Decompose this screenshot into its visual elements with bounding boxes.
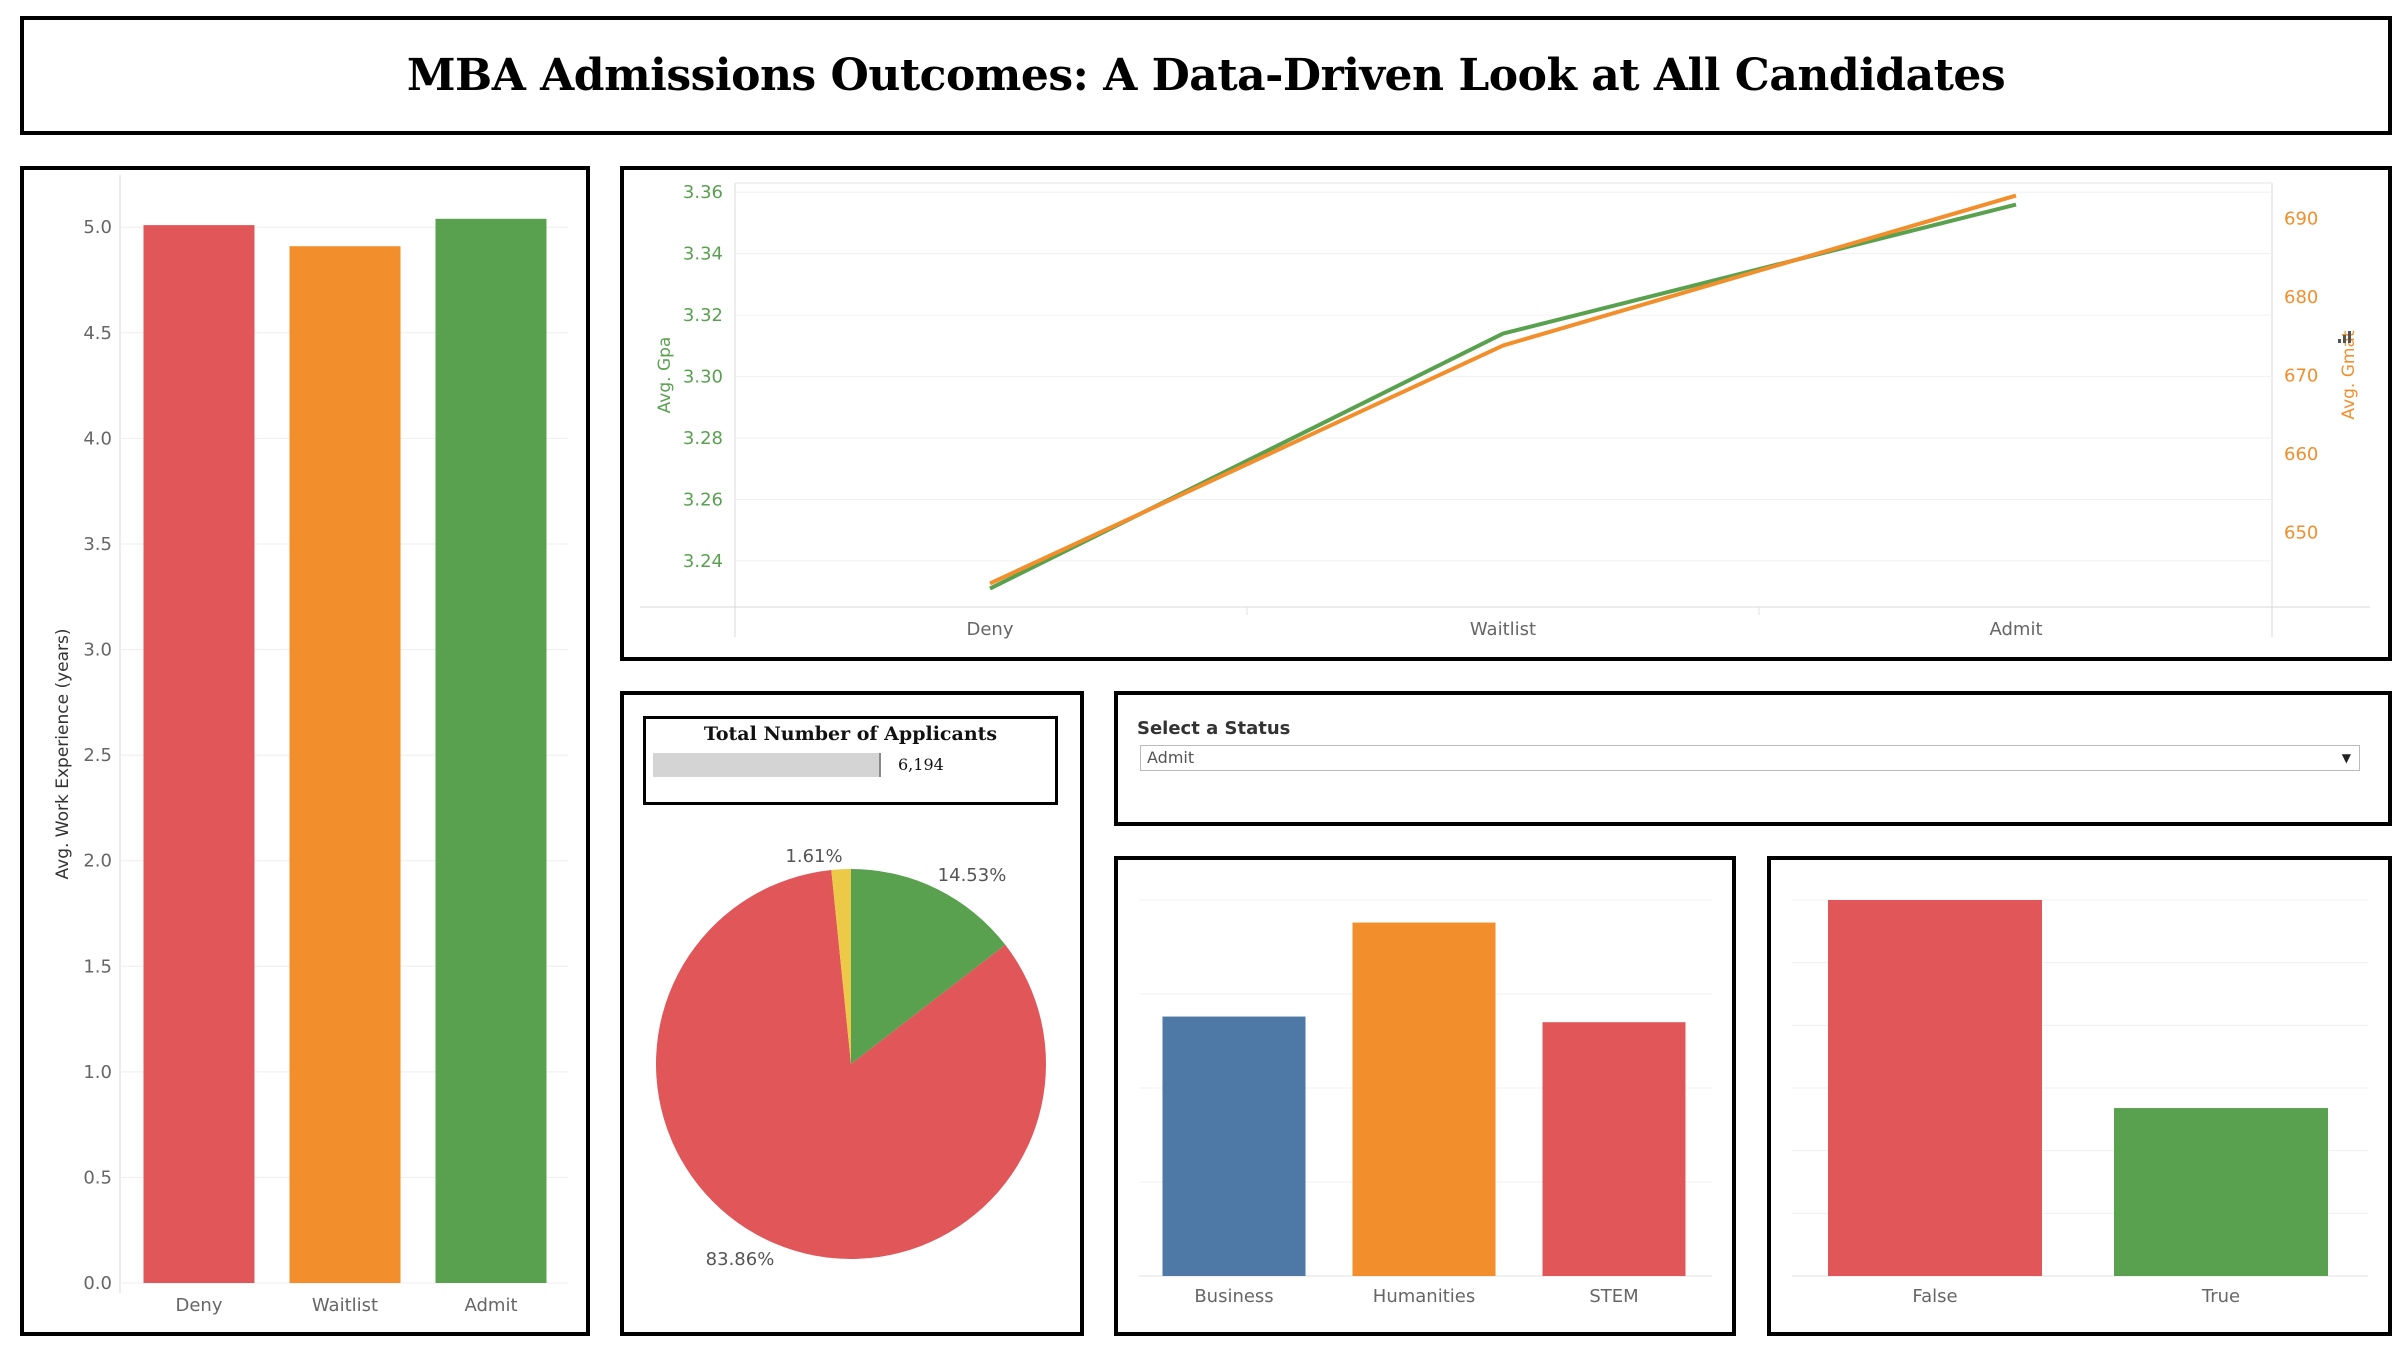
- y-tick-label: 0.0: [83, 1273, 112, 1294]
- line-gpa: [989, 202, 2017, 591]
- right-tick-label: 660: [2284, 444, 2318, 465]
- status-filter-value: Admit: [1147, 748, 1195, 767]
- x-tick-label: Waitlist: [312, 1295, 378, 1316]
- y-tick-label: 0.5: [83, 1167, 112, 1188]
- bar-stem: [1542, 1022, 1686, 1276]
- x-tick-label: STEM: [1589, 1286, 1638, 1307]
- y-tick-label: 1.5: [83, 956, 112, 977]
- pie-label: 14.53%: [938, 865, 1007, 886]
- left-tick-label: 3.30: [683, 367, 723, 388]
- line-gmat: [989, 193, 2017, 586]
- left-tick-label: 3.32: [683, 305, 723, 326]
- right-axis-title: Avg. Gmat: [2339, 330, 2359, 419]
- x-tick-label: Waitlist: [1470, 619, 1536, 640]
- left-tick-label: 3.36: [683, 182, 723, 203]
- kpi-value: 6,194: [898, 755, 944, 774]
- bar-admit: [435, 218, 547, 1283]
- total-applicants-kpi: Total Number of Applicants 6,194: [643, 716, 1058, 805]
- x-tick-label: Admit: [464, 1295, 517, 1316]
- y-tick-label: 3.5: [83, 534, 112, 555]
- left-tick-label: 3.24: [683, 551, 723, 572]
- right-tick-label: 670: [2284, 365, 2318, 386]
- left-tick-label: 3.28: [683, 428, 723, 449]
- bar-false: [1828, 900, 2042, 1276]
- title-panel: MBA Admissions Outcomes: A Data-Driven L…: [20, 16, 2392, 135]
- y-tick-label: 2.0: [83, 851, 112, 872]
- x-tick-label: True: [2201, 1286, 2240, 1307]
- sort-icon-bar: [2348, 331, 2351, 343]
- status-filter-dropdown[interactable]: Admit ▼: [1140, 745, 2360, 771]
- y-tick-label: 4.0: [83, 428, 112, 449]
- x-tick-label: Business: [1194, 1286, 1273, 1307]
- y-axis-title: Avg. Work Experience (years): [53, 629, 73, 880]
- left-tick-label: 3.26: [683, 489, 723, 510]
- kpi-bar: [653, 753, 881, 777]
- kpi-title: Total Number of Applicants: [703, 723, 998, 745]
- x-tick-label: Admit: [1989, 619, 2042, 640]
- bar-deny: [143, 225, 255, 1283]
- bar-waitlist: [289, 246, 401, 1283]
- filter-panel: [1114, 691, 2392, 826]
- pie-slice: [656, 869, 1046, 1259]
- x-tick-label: Deny: [176, 1295, 223, 1316]
- y-tick-label: 4.5: [83, 323, 112, 344]
- sort-icon-bar: [2338, 339, 2341, 343]
- bar-true: [2114, 1108, 2328, 1276]
- right-tick-label: 680: [2284, 287, 2318, 308]
- x-tick-label: Deny: [967, 619, 1014, 640]
- y-tick-label: 1.0: [83, 1062, 112, 1083]
- y-tick-label: 5.0: [83, 217, 112, 238]
- status-filter-label: Select a Status: [1137, 718, 1291, 739]
- y-tick-label: 2.5: [83, 745, 112, 766]
- right-tick-label: 650: [2284, 522, 2318, 543]
- pie-label: 83.86%: [706, 1249, 775, 1270]
- bar-humanities: [1352, 922, 1496, 1276]
- chevron-down-icon[interactable]: ▼: [2341, 751, 2351, 765]
- pie-slice: [851, 869, 1006, 1064]
- left-axis-title: Avg. Gpa: [655, 337, 675, 414]
- bar-business: [1162, 1016, 1306, 1276]
- gpa-gmat-panel: [620, 166, 2392, 661]
- x-tick-label: False: [1912, 1286, 1957, 1307]
- y-tick-label: 3.0: [83, 640, 112, 661]
- x-tick-label: Humanities: [1373, 1286, 1475, 1307]
- right-tick-label: 690: [2284, 208, 2318, 229]
- pie-label: 1.61%: [785, 846, 842, 867]
- sort-icon-bar: [2343, 335, 2346, 343]
- dashboard-title: MBA Admissions Outcomes: A Data-Driven L…: [406, 50, 2006, 101]
- left-tick-label: 3.34: [683, 244, 723, 265]
- pie-slice: [831, 869, 851, 1064]
